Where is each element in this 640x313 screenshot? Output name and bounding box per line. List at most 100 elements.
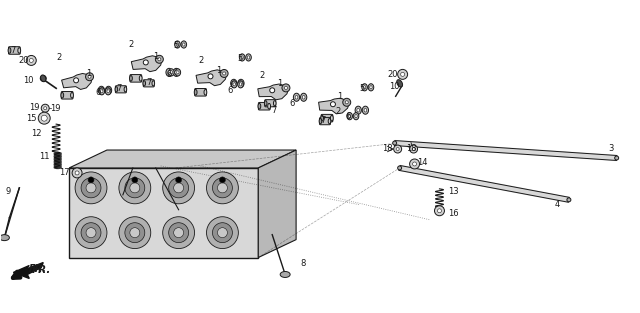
Ellipse shape <box>368 84 374 91</box>
Polygon shape <box>258 84 288 100</box>
Circle shape <box>74 78 79 83</box>
Circle shape <box>212 223 232 243</box>
Ellipse shape <box>246 54 252 61</box>
Ellipse shape <box>106 88 111 95</box>
Ellipse shape <box>175 69 180 76</box>
Text: 6: 6 <box>228 86 233 95</box>
Circle shape <box>413 162 417 166</box>
Ellipse shape <box>140 75 142 81</box>
Ellipse shape <box>239 81 243 85</box>
Ellipse shape <box>166 68 172 76</box>
Text: 10: 10 <box>23 76 33 85</box>
Ellipse shape <box>238 81 243 88</box>
Text: 12: 12 <box>31 129 42 138</box>
Circle shape <box>207 172 238 204</box>
Circle shape <box>412 147 415 151</box>
Circle shape <box>125 223 145 243</box>
Ellipse shape <box>362 106 369 114</box>
Circle shape <box>614 156 619 160</box>
Circle shape <box>282 84 290 92</box>
Ellipse shape <box>232 81 235 85</box>
Ellipse shape <box>397 80 403 87</box>
Circle shape <box>130 228 140 238</box>
Ellipse shape <box>124 87 127 92</box>
Circle shape <box>125 178 145 198</box>
Ellipse shape <box>107 89 110 92</box>
Polygon shape <box>394 141 617 161</box>
Ellipse shape <box>239 83 242 86</box>
Text: 15: 15 <box>26 114 36 123</box>
Ellipse shape <box>280 271 290 277</box>
Ellipse shape <box>143 81 145 86</box>
Text: 7: 7 <box>146 78 152 87</box>
Circle shape <box>435 206 444 216</box>
Ellipse shape <box>328 119 331 124</box>
Circle shape <box>410 159 420 169</box>
Text: 6: 6 <box>95 88 100 97</box>
Circle shape <box>72 168 82 178</box>
Text: 20: 20 <box>18 56 29 65</box>
Ellipse shape <box>181 41 187 48</box>
Ellipse shape <box>353 113 359 120</box>
Circle shape <box>330 102 335 107</box>
Text: 1: 1 <box>153 52 158 61</box>
Text: 7: 7 <box>271 106 277 115</box>
FancyBboxPatch shape <box>265 100 276 107</box>
Ellipse shape <box>355 106 362 114</box>
Ellipse shape <box>357 108 360 112</box>
Text: 5: 5 <box>237 54 243 63</box>
Ellipse shape <box>177 71 179 74</box>
FancyBboxPatch shape <box>61 91 73 99</box>
Circle shape <box>208 74 213 79</box>
Circle shape <box>158 58 161 61</box>
Circle shape <box>393 141 397 145</box>
Circle shape <box>175 177 182 183</box>
Circle shape <box>119 217 151 249</box>
Polygon shape <box>13 263 44 279</box>
Ellipse shape <box>321 115 323 121</box>
Ellipse shape <box>195 90 197 95</box>
Text: FR.: FR. <box>31 265 51 275</box>
Ellipse shape <box>176 43 179 46</box>
Text: 17: 17 <box>59 168 70 177</box>
Ellipse shape <box>106 86 111 94</box>
Text: 10: 10 <box>389 82 400 91</box>
Text: 19: 19 <box>29 103 40 112</box>
Ellipse shape <box>347 113 353 120</box>
Circle shape <box>119 172 151 204</box>
Ellipse shape <box>258 103 260 109</box>
Circle shape <box>410 145 417 153</box>
Ellipse shape <box>40 75 46 82</box>
Ellipse shape <box>98 86 104 94</box>
Circle shape <box>218 183 227 193</box>
Circle shape <box>88 75 91 78</box>
Ellipse shape <box>348 115 351 118</box>
Text: 19: 19 <box>50 104 60 113</box>
Text: 2: 2 <box>198 56 203 65</box>
Circle shape <box>169 178 189 198</box>
Ellipse shape <box>264 101 267 106</box>
Ellipse shape <box>268 103 271 109</box>
Text: 20: 20 <box>387 70 398 79</box>
Ellipse shape <box>70 92 74 98</box>
Circle shape <box>220 177 225 183</box>
Ellipse shape <box>169 69 174 76</box>
Text: 7: 7 <box>320 116 326 125</box>
Polygon shape <box>399 166 570 202</box>
Circle shape <box>41 104 49 112</box>
Circle shape <box>396 147 399 151</box>
Text: 7: 7 <box>11 46 16 55</box>
Text: 6: 6 <box>166 70 172 79</box>
Ellipse shape <box>247 56 250 59</box>
FancyBboxPatch shape <box>195 89 207 96</box>
Circle shape <box>130 183 140 193</box>
Text: 1: 1 <box>278 79 283 88</box>
Polygon shape <box>131 56 162 72</box>
Text: 8: 8 <box>300 259 306 268</box>
Circle shape <box>26 55 36 65</box>
Ellipse shape <box>175 71 177 74</box>
Ellipse shape <box>8 48 11 53</box>
Circle shape <box>163 172 195 204</box>
Circle shape <box>75 172 107 204</box>
Circle shape <box>86 183 96 193</box>
